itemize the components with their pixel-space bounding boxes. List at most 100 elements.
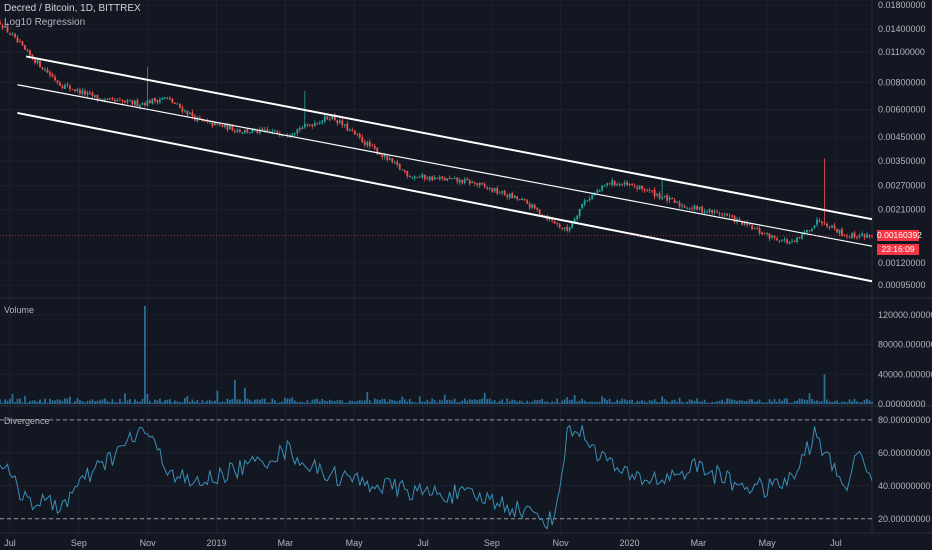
- candle-body: [528, 203, 531, 208]
- volume-bar: [386, 401, 389, 404]
- candle-body: [381, 154, 384, 158]
- candle-body: [838, 229, 841, 234]
- candle-body: [553, 221, 556, 224]
- volume-bar: [306, 400, 309, 404]
- candle-body: [273, 130, 276, 132]
- candle-body: [743, 221, 746, 225]
- volume-bar: [491, 401, 494, 404]
- volume-bar: [79, 400, 81, 404]
- candle-body: [149, 100, 151, 104]
- volume-bar: [778, 399, 781, 404]
- candle-body: [453, 178, 456, 179]
- volume-bar: [31, 400, 34, 404]
- candle-body: [286, 134, 289, 136]
- candle-body: [448, 177, 451, 179]
- volume-bar: [193, 401, 196, 404]
- volume-bar: [706, 402, 708, 404]
- volume-bar: [871, 401, 873, 404]
- candle-body: [398, 163, 401, 170]
- candle-body: [573, 219, 576, 223]
- volume-bar: [1, 402, 4, 404]
- volume-bar: [56, 399, 59, 404]
- candle-body: [853, 232, 856, 237]
- volume-bar: [863, 399, 866, 404]
- candle-body: [816, 219, 818, 225]
- volume-bar: [796, 400, 798, 404]
- volume-bar: [468, 399, 471, 404]
- candle-body: [821, 221, 823, 224]
- volume-bar: [338, 399, 341, 404]
- candle-body: [76, 89, 79, 91]
- candle-body: [226, 123, 229, 130]
- x-tick-label: Sep: [71, 538, 87, 548]
- volume-bar: [736, 400, 738, 404]
- volume-bar: [501, 399, 504, 404]
- volume-bar: [613, 402, 616, 404]
- candle-body: [828, 227, 831, 228]
- volume-bar: [246, 398, 249, 404]
- candle-body: [281, 135, 284, 136]
- volume-bar: [431, 398, 434, 404]
- volume-bar: [548, 402, 551, 404]
- volume-bar: [348, 400, 351, 404]
- candle-body: [683, 206, 686, 208]
- candle-body: [178, 103, 181, 108]
- volume-bar: [528, 402, 531, 404]
- volume-bar: [266, 402, 269, 404]
- volume-bar: [383, 398, 386, 404]
- volume-bar: [458, 401, 461, 404]
- volume-bar: [398, 399, 401, 404]
- candle-body: [176, 103, 179, 105]
- volume-bar: [766, 402, 768, 404]
- volume-bar: [24, 396, 26, 404]
- volume-bar: [543, 401, 546, 404]
- volume-bar: [121, 402, 124, 404]
- candle-body: [451, 178, 454, 180]
- candle-body: [616, 184, 619, 186]
- price-tick-label: 0.01100000: [878, 47, 925, 57]
- candle-body: [169, 97, 171, 100]
- candle-body: [708, 209, 711, 212]
- candle-body: [646, 190, 649, 192]
- candle-body: [301, 127, 304, 130]
- volume-bar: [139, 401, 141, 404]
- volume-bar: [581, 398, 584, 404]
- volume-bar: [571, 399, 574, 404]
- price-tick-label: 0.00800000: [878, 77, 926, 87]
- candle-body: [526, 200, 529, 204]
- candle-body: [848, 236, 851, 238]
- volume-bar: [313, 399, 316, 404]
- candle-body: [793, 240, 796, 242]
- volume-bar: [183, 398, 186, 404]
- candle-body: [363, 141, 366, 145]
- volume-bar: [4, 399, 6, 404]
- candle-body: [401, 169, 404, 171]
- volume-bar: [253, 399, 256, 404]
- candle-body: [651, 190, 654, 192]
- candle-body: [756, 227, 758, 229]
- candle-body: [841, 229, 843, 236]
- volume-bar: [288, 398, 291, 404]
- candle-body: [581, 203, 584, 208]
- candle-body: [218, 124, 221, 125]
- volume-bar: [828, 401, 831, 404]
- volume-bar: [196, 400, 199, 404]
- volume-bar: [326, 401, 329, 404]
- volume-bar: [251, 401, 254, 404]
- volume-bar: [471, 399, 474, 404]
- volume-bar: [563, 399, 566, 404]
- volume-bar: [426, 399, 429, 404]
- volume-bar: [743, 401, 746, 404]
- candle-body: [636, 187, 639, 189]
- candle-body: [613, 180, 616, 186]
- x-tick-label: Jul: [830, 538, 842, 548]
- volume-bar: [663, 399, 666, 404]
- price-tick-label: 0.01400000: [878, 24, 926, 34]
- volume-tick-label: 80000.00000000: [878, 340, 932, 350]
- candle-body: [826, 223, 828, 227]
- candle-body: [693, 205, 696, 209]
- volume-bar: [476, 399, 479, 404]
- candle-body: [801, 233, 803, 239]
- volume-bar: [638, 401, 641, 404]
